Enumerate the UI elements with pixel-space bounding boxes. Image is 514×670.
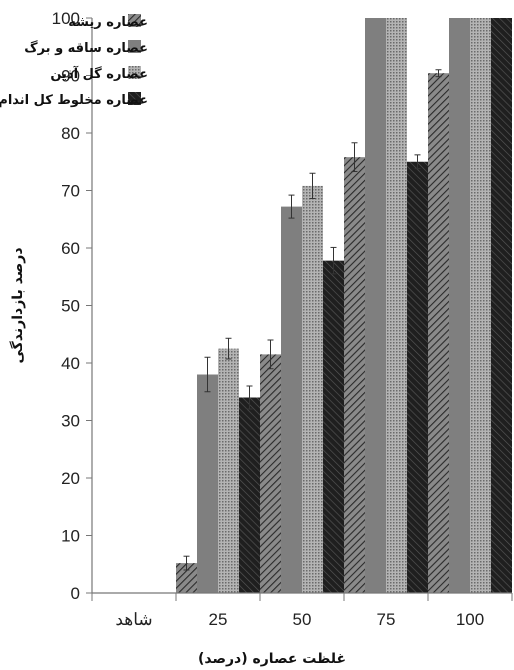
x-axis-title: غلظت عصاره (درصد)	[198, 651, 346, 667]
legend-swatch-3	[128, 66, 141, 79]
bar-series-2-25	[197, 374, 218, 593]
legend-swatch-1	[128, 14, 141, 27]
bar-series-3-100	[470, 18, 491, 593]
legend-label-1: عصاره ریشه	[68, 15, 148, 30]
bar-series-4-50	[323, 260, 344, 593]
y-tick-label: 20	[61, 469, 80, 488]
y-tick-label: 70	[61, 182, 80, 201]
bar-series-3-25	[218, 348, 239, 593]
x-tick-label: 100	[456, 610, 484, 629]
y-tick-label: 100	[52, 9, 80, 28]
y-tick-label: 90	[61, 67, 80, 86]
bar-series-1-100	[428, 73, 449, 593]
legend-label-4: عصاره مخلوط کل اندام ها	[0, 93, 148, 108]
bar-series-2-50	[281, 206, 302, 593]
x-tick-label: 50	[293, 610, 312, 629]
legend-label-2: عصاره ساقه و برگ	[24, 39, 148, 56]
bar-series-4-25	[239, 397, 260, 593]
x-tick-label: 75	[377, 610, 396, 629]
legend-swatch-4	[128, 92, 141, 105]
y-tick-label: 50	[61, 297, 80, 316]
x-tick-label: شاهد	[115, 610, 152, 629]
y-tick-label: 30	[61, 412, 80, 431]
bar-series-1-25	[176, 563, 197, 593]
y-tick-label: 10	[61, 527, 80, 546]
y-axis-title: درصد بازدارندگی	[9, 248, 26, 364]
y-tick-label: 60	[61, 239, 80, 258]
y-tick-label: 80	[61, 124, 80, 143]
bar-series-4-100	[491, 18, 512, 593]
y-tick-label: 40	[61, 354, 80, 373]
bar-series-3-50	[302, 185, 323, 593]
bar-series-1-75	[344, 157, 365, 593]
bar-series-2-75	[365, 18, 386, 593]
bar-series-3-75	[386, 18, 407, 593]
bar-series-4-75	[407, 161, 428, 593]
legend-swatch-2	[128, 40, 141, 53]
bar-series-1-50	[260, 354, 281, 593]
legend-label-3: عصاره گل آذین	[50, 65, 148, 82]
bar-series-2-100	[449, 18, 470, 593]
y-tick-label: 0	[71, 584, 80, 603]
x-tick-label: 25	[209, 610, 228, 629]
